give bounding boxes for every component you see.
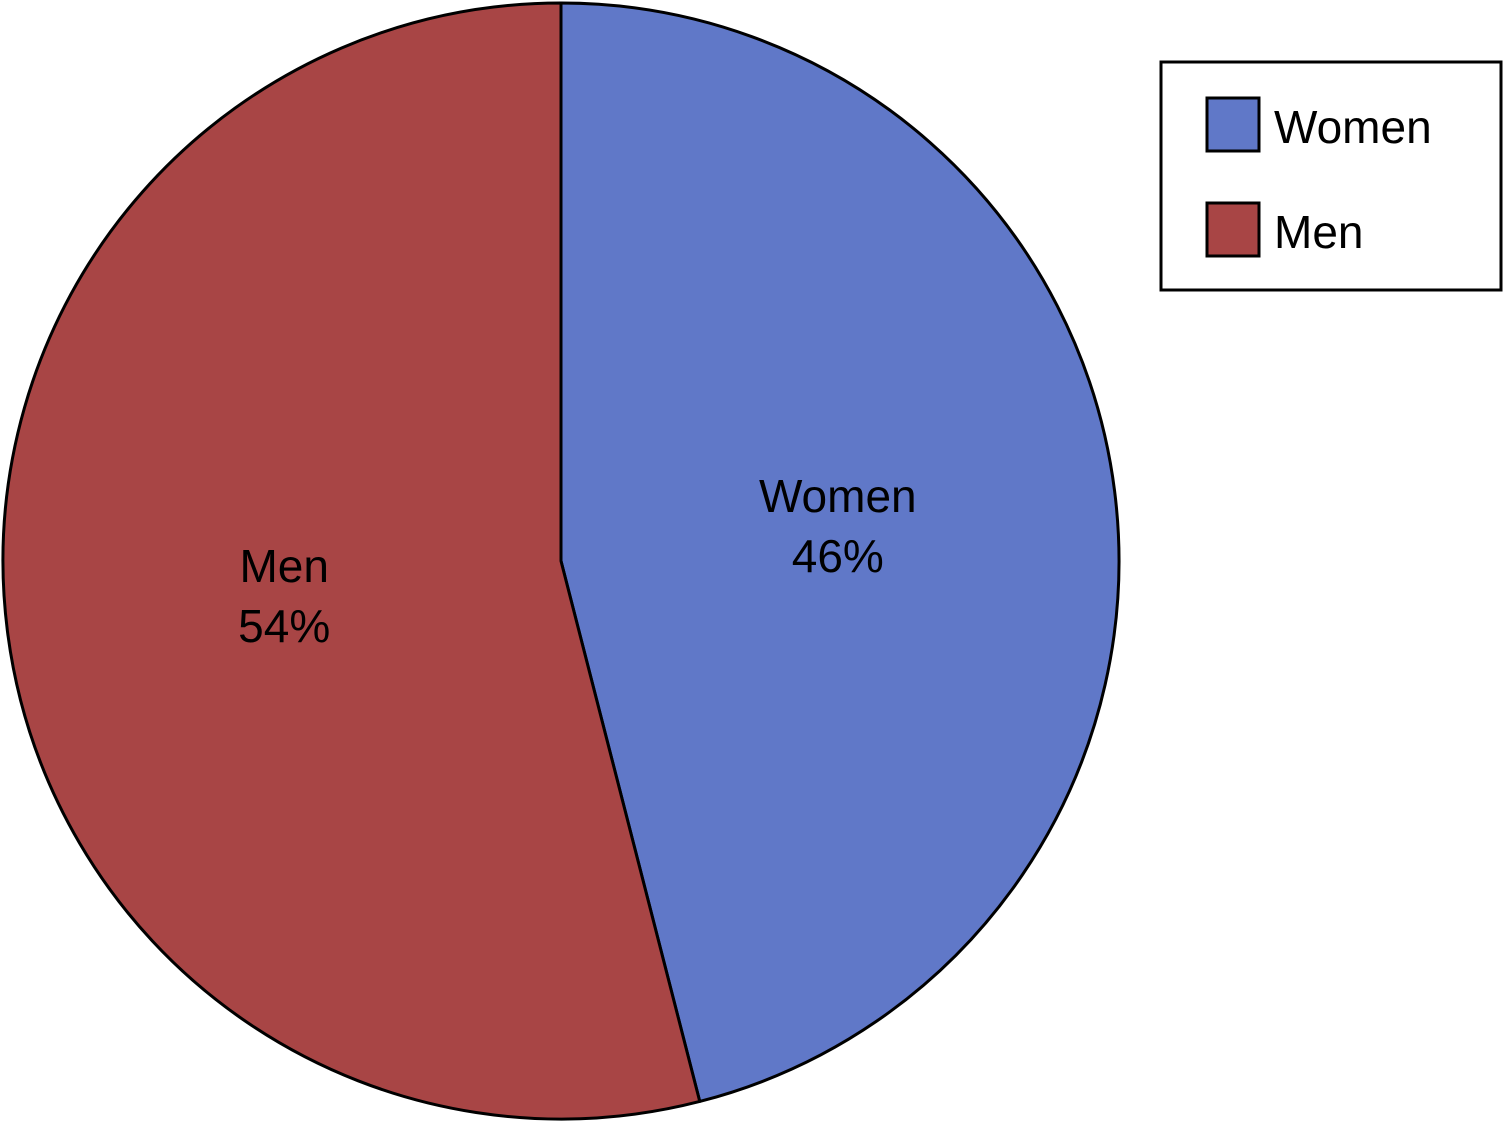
legend-label-women: Women xyxy=(1274,101,1432,153)
legend: Women Men xyxy=(1159,60,1503,292)
legend-entry-men: Men xyxy=(1205,201,1363,258)
pie-slices xyxy=(1,1,1121,1121)
pie-slice-labels: Women 46% Men 54% xyxy=(238,470,916,652)
legend-label-men: Men xyxy=(1274,206,1363,258)
legend-entry-women: Women xyxy=(1205,96,1432,153)
legend-swatch-women xyxy=(1205,96,1261,153)
pie-slice-men xyxy=(1,1,702,1121)
slice-value-men: 54% xyxy=(238,600,330,652)
legend-swatch-men xyxy=(1205,201,1261,258)
slice-label-women: Women xyxy=(759,470,917,522)
slice-label-men: Men xyxy=(239,540,328,592)
slice-value-women: 46% xyxy=(792,530,884,582)
pie-slice-women xyxy=(559,1,1121,1103)
